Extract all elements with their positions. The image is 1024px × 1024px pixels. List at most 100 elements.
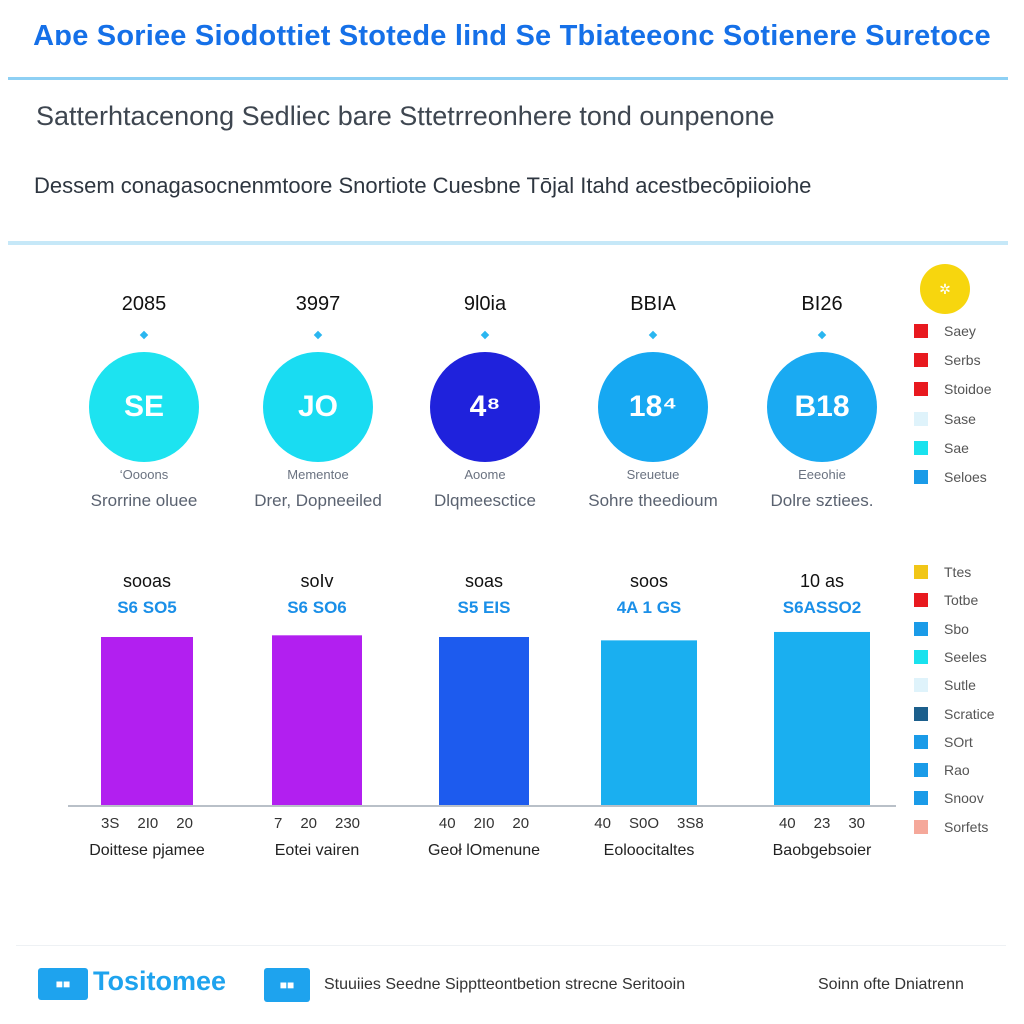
legend-item: Sase <box>914 409 976 429</box>
stat-top-value: 3997 <box>295 293 341 315</box>
legend-swatch <box>914 678 928 693</box>
legend-swatch <box>914 791 928 806</box>
tick-label: 30 <box>848 815 866 832</box>
tick-label: 40 <box>778 815 796 832</box>
tick-labels: 40 23 30 <box>737 815 907 832</box>
legend-label: Serbs <box>944 352 981 369</box>
tick-label: 2I0 <box>137 815 159 832</box>
footer-badge-icon: ■■ <box>264 968 310 1002</box>
legend-swatch <box>914 649 928 664</box>
tick-labels: 40 2I0 20 <box>399 815 569 832</box>
page-title: Aɒe Soriee Siodottiet Stotede lind Se Tb… <box>33 20 991 52</box>
stat-circle: JO <box>263 352 373 462</box>
bar <box>601 640 697 805</box>
legend-label: Seloes <box>944 469 987 485</box>
stat-circle: 4⁸ <box>430 352 540 462</box>
legend-item: Sbo <box>914 619 969 639</box>
legend-label: Sase <box>944 410 976 427</box>
title-divider <box>8 77 1008 80</box>
bar-top-label: soas <box>464 571 504 591</box>
page-description: Dessem conagasocnenmtoore Snortiote Cues… <box>34 173 812 198</box>
legend-label: Sae <box>944 439 969 456</box>
brand-name[interactable]: Tositomee <box>93 966 227 996</box>
legend-swatch <box>914 706 928 721</box>
legend-item: SOrt <box>914 732 973 752</box>
legend-swatch <box>914 734 928 749</box>
page-subtitle: Satterhtacenong Sedliec bare Sttetrreonh… <box>36 101 775 131</box>
bar <box>774 631 870 805</box>
tick-label: 230 <box>335 815 361 832</box>
stat-circle: B18 <box>767 352 877 462</box>
legend-label: Ttes <box>944 564 972 580</box>
tick-label: 2I0 <box>473 815 495 832</box>
bar <box>272 635 362 805</box>
tick-label: 20 <box>176 815 193 832</box>
stat-label: Srorrine oluee <box>90 491 198 510</box>
bar-top-label: soos <box>629 571 669 591</box>
legend-label: Stoidoe <box>944 381 992 398</box>
legend-swatch <box>914 819 928 834</box>
stat-top-value: 2085 <box>121 293 167 315</box>
stat-circle: 18⁴ <box>598 352 708 462</box>
category-label: Baobgebsoier <box>772 842 872 859</box>
legend-swatch <box>914 763 928 778</box>
tick-label: 20 <box>512 815 530 832</box>
tick-label: 3S <box>101 815 120 832</box>
legend-label: Sbo <box>944 620 969 637</box>
legend-swatch <box>914 470 928 484</box>
legend-swatch <box>914 593 928 608</box>
legend-item: Seloes <box>914 467 987 487</box>
tick-labels: 7 20 230 <box>232 815 402 832</box>
stat-caption: Eeeohie <box>798 467 846 482</box>
category-label: Doittese pjamee <box>89 842 205 859</box>
legend-label: Totbe <box>944 592 979 609</box>
legend-item: Scratice <box>914 704 995 724</box>
stat-label: Dolre sztiees. <box>770 491 874 510</box>
bar-chart <box>68 631 896 807</box>
tick-label: 40 <box>438 815 456 832</box>
legend-item: Rao <box>914 760 970 780</box>
category-label: Eoloocitaltes <box>603 842 695 859</box>
tick-label: 3S8 <box>677 815 704 832</box>
stat-label: Dlqmeesctice <box>433 491 537 510</box>
header-divider <box>8 241 1008 245</box>
legend-label: Sorfets <box>944 818 989 835</box>
sun-icon: ✲ <box>920 264 970 314</box>
footer-divider <box>16 945 1006 946</box>
tick-labels: 40 S0O 3S8 <box>564 815 734 832</box>
bar-top-label: sooas <box>122 571 172 591</box>
tick-label: 40 <box>594 815 611 832</box>
legend-swatch <box>914 565 928 579</box>
legend-label: Seeles <box>944 648 987 665</box>
bar-top-label: 10 as <box>799 571 845 591</box>
stat-label: Drer, Dopneeiled <box>254 491 382 510</box>
bar-top-label: soIv <box>300 571 334 591</box>
footer-text: Stuuiies Seedne Sipptteontbetion strecne… <box>324 976 686 993</box>
legend-swatch <box>914 353 928 368</box>
bar-value-label: 4A 1 GS <box>616 598 682 617</box>
legend-label: Sutle <box>944 677 976 694</box>
legend-item: Sorfets <box>914 817 988 837</box>
stat-top-value: BBIA <box>630 293 676 315</box>
tick-label: 7 <box>273 815 283 832</box>
legend-item: Snoov <box>914 788 984 808</box>
stat-caption: Mementoe <box>287 467 349 482</box>
stat-top-value: 9l0ia <box>463 293 507 315</box>
legend-label: Rao <box>944 762 970 779</box>
bar-value-label: S6 SO6 <box>287 598 347 617</box>
legend-swatch <box>914 440 928 455</box>
stat-circle: SE <box>89 352 199 462</box>
stat-label: Sohre theedioum <box>588 491 718 510</box>
category-label: Eotei vairen <box>274 842 360 859</box>
bar-value-label: S6 SO5 <box>117 598 177 617</box>
legend-item: Serbs <box>914 350 981 370</box>
legend-label: Saey <box>944 323 976 339</box>
legend-swatch <box>914 324 928 338</box>
legend-swatch <box>914 382 928 397</box>
tick-label: 23 <box>813 815 831 832</box>
legend-item: Ttes <box>914 562 971 582</box>
bar-value-label: S5 EIS <box>457 598 511 617</box>
legend-item: Saey <box>914 321 976 341</box>
legend-label: Scratice <box>944 705 995 722</box>
brand-logo-icon[interactable]: ■■ <box>38 968 88 1000</box>
